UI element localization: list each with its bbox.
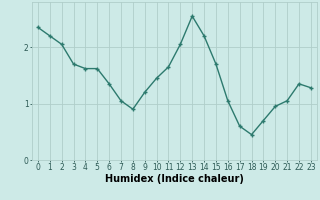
X-axis label: Humidex (Indice chaleur): Humidex (Indice chaleur): [105, 174, 244, 184]
